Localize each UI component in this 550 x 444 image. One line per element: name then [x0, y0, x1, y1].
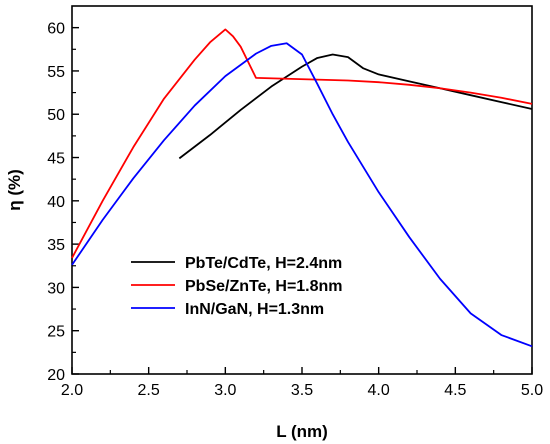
x-tick-label: 4.0	[368, 382, 390, 399]
y-tick-label: 20	[47, 367, 65, 384]
y-tick-label: 45	[47, 151, 65, 168]
legend-label-1: PbSe/ZnTe, H=1.8nm	[185, 278, 343, 295]
x-tick-label: 3.5	[291, 382, 313, 399]
plot-frame	[71, 5, 533, 375]
legend: PbTe/CdTe, H=2.4nm PbSe/ZnTe, H=1.8nm InN/…	[131, 255, 343, 318]
y-tick-label: 40	[47, 194, 65, 211]
y-tick-label: 60	[47, 21, 65, 38]
series-line-0	[178, 53, 533, 160]
axis-ticks: 2.0 2.5 3.0 3.5 4.0 4.5 5.0 20 25 30 35 40 45 50 55 60	[47, 21, 543, 399]
y-tick-label: 30	[47, 280, 65, 297]
x-tick-label: 3.0	[214, 382, 236, 399]
series-line-2	[71, 42, 533, 348]
legend-label-0: PbTe/CdTe, H=2.4nm	[185, 255, 342, 272]
x-tick-label: 4.5	[444, 382, 466, 399]
x-tick-label: 5.0	[521, 382, 543, 399]
series-layer	[71, 28, 533, 348]
y-tick-label: 55	[47, 64, 65, 81]
y-tick-label: 25	[47, 324, 65, 341]
y-tick-label: 50	[47, 107, 65, 124]
series-line-1	[71, 28, 533, 259]
y-tick-label: 35	[47, 237, 65, 254]
x-tick-label: 2.0	[61, 382, 83, 399]
x-axis-label: L (nm)	[276, 422, 328, 441]
x-tick-label: 2.5	[138, 382, 160, 399]
y-axis-label: η (%)	[5, 169, 24, 211]
legend-label-2: InN/GaN, H=1.3nm	[185, 301, 324, 318]
